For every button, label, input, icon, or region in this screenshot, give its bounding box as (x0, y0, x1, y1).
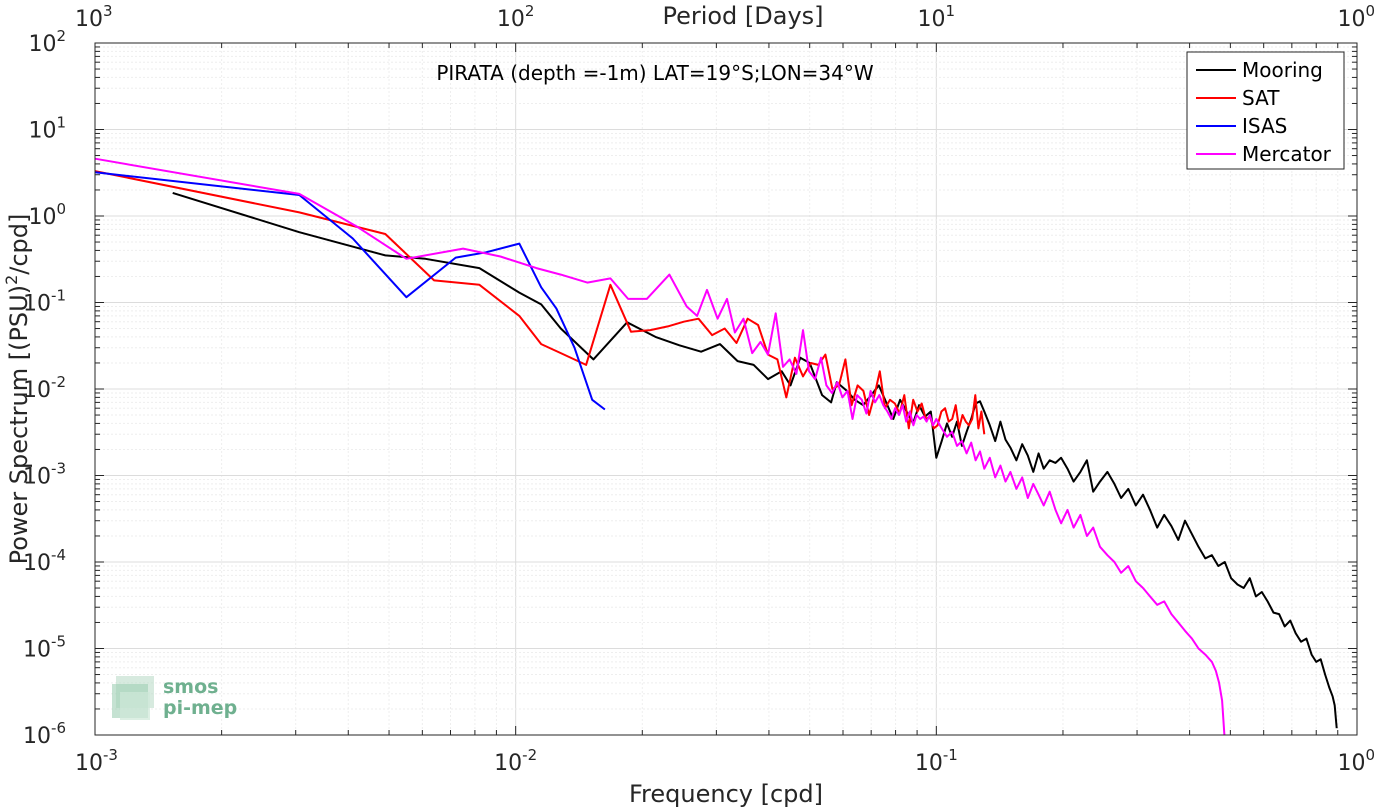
y-tick-label: 10-2 (23, 373, 66, 403)
y-tick-label: 10-3 (23, 460, 66, 490)
y-tick-label: 101 (28, 114, 66, 144)
tick-labels: 10-3 10-2 10-1 100 103 102 101 100 102 101 100 10-1… (23, 2, 1375, 776)
y-axis-label-sup: 2 (2, 275, 21, 285)
x-axis-label: Frequency [cpd] (629, 780, 823, 808)
logo-line-2: pi-mep (163, 697, 237, 719)
legend: Mooring SAT ISAS Mercator (1186, 51, 1345, 170)
y-tick-label: 10-5 (23, 633, 66, 663)
legend-label-isas: ISAS (1242, 114, 1287, 138)
legend-label-mercator: Mercator (1242, 142, 1332, 166)
axis-ticks (94, 42, 1358, 736)
x-tick-label: 10-1 (915, 746, 958, 776)
y-axis-label-main: Power Spectrum [(PSU) (5, 285, 33, 564)
x-tick-label: 10-3 (75, 746, 118, 776)
series-mercator-line (94, 157, 1226, 736)
y-tick-label: 10-1 (23, 287, 66, 317)
series-isas-line (94, 171, 606, 411)
top-axis-label: Period [Days] (662, 2, 823, 30)
top-tick-label: 102 (497, 2, 535, 32)
y-tick-label: 102 (28, 27, 66, 57)
x-tick-label: 100 (1337, 746, 1375, 776)
series-group (94, 157, 1338, 736)
logo-line-1: smos (163, 676, 218, 698)
top-tick-label: 101 (918, 2, 956, 32)
y-tick-label: 10-6 (23, 719, 66, 749)
y-axis-label-tail: /cpd] (5, 214, 33, 275)
top-tick-label: 103 (75, 2, 113, 32)
x-tick-label: 10-2 (494, 746, 537, 776)
y-tick-label: 10-4 (23, 546, 66, 576)
series-sat-line (94, 170, 986, 435)
chart-title: PIRATA (depth =-1m) LAT=19°S;LON=34°W (436, 61, 874, 85)
y-axis-label: Power Spectrum [(PSU)2/cpd] (2, 214, 33, 565)
legend-label-mooring: Mooring (1242, 58, 1323, 82)
smos-pi-mep-logo: smos pi-mep (112, 676, 237, 720)
legend-box (1186, 51, 1345, 170)
y-tick-label: 100 (28, 200, 66, 230)
legend-label-sat: SAT (1242, 86, 1280, 110)
top-tick-label: 100 (1337, 2, 1375, 32)
